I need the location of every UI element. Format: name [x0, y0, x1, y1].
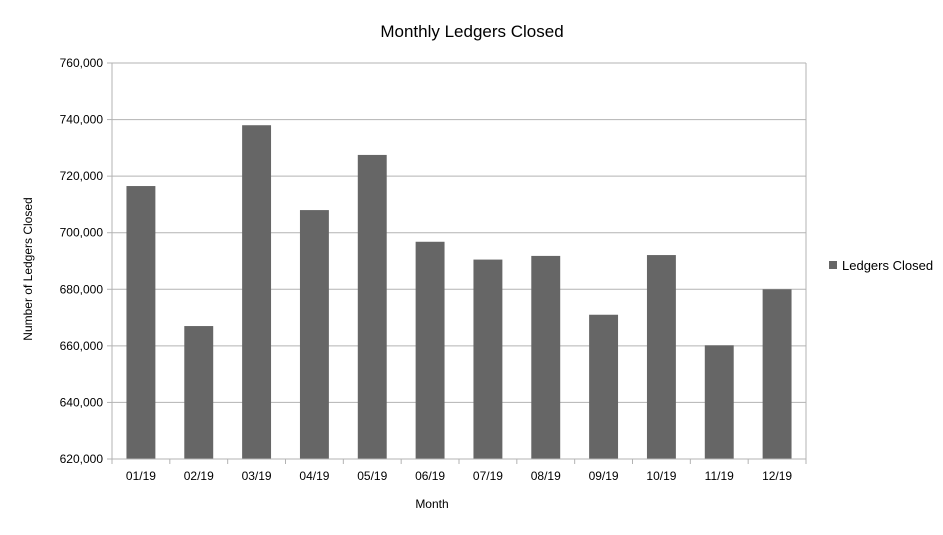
x-tick-label: 04/19	[299, 469, 329, 483]
x-tick-label: 11/19	[705, 469, 734, 483]
bar	[646, 255, 676, 459]
x-tick-labels: 01/19 02/19 03/19 04/19 05/19 06/19 07/19 08/19…	[126, 469, 793, 483]
y-tick-label: 680,000	[60, 282, 104, 296]
legend-swatch	[829, 261, 837, 269]
y-tick-label: 760,000	[60, 56, 104, 70]
bar	[704, 345, 734, 459]
bar	[299, 210, 329, 459]
x-axis-label: Month	[415, 497, 448, 511]
y-tick-label: 740,000	[60, 113, 104, 127]
bars	[126, 125, 792, 460]
y-tick-label: 640,000	[60, 395, 104, 409]
y-tick-label: 720,000	[60, 169, 104, 183]
x-tick-label: 12/19	[762, 469, 792, 483]
y-tick-label: 620,000	[60, 452, 104, 466]
x-tick-label: 01/19	[126, 469, 156, 483]
x-tick-label: 08/19	[531, 469, 561, 483]
chart-title: Monthly Ledgers Closed	[380, 22, 563, 41]
legend: Ledgers Closed	[829, 258, 933, 273]
bar	[415, 241, 445, 459]
bar	[242, 125, 272, 459]
y-axis-label: Number of Ledgers Closed	[21, 197, 35, 340]
y-tick-label: 700,000	[60, 226, 104, 240]
x-tick-label: 05/19	[357, 469, 387, 483]
x-tick-label: 10/19	[646, 469, 676, 483]
axes	[107, 62, 807, 464]
legend-label: Ledgers Closed	[842, 258, 933, 273]
bar	[589, 314, 619, 459]
gridlines	[112, 62, 806, 460]
bar	[762, 289, 792, 459]
bar	[357, 154, 387, 459]
x-tick-label: 06/19	[415, 469, 445, 483]
bar	[531, 255, 561, 459]
x-tick-label: 03/19	[242, 469, 272, 483]
x-tick-label: 07/19	[473, 469, 503, 483]
y-tick-labels: 620,000 640,000 660,000 680,000 700,000 720,0…	[60, 56, 104, 466]
y-tick-label: 660,000	[60, 339, 104, 353]
bar	[473, 259, 503, 459]
bar	[184, 326, 214, 459]
x-tick-label: 02/19	[184, 469, 214, 483]
x-tick-label: 09/19	[589, 469, 619, 483]
bar	[126, 186, 156, 460]
